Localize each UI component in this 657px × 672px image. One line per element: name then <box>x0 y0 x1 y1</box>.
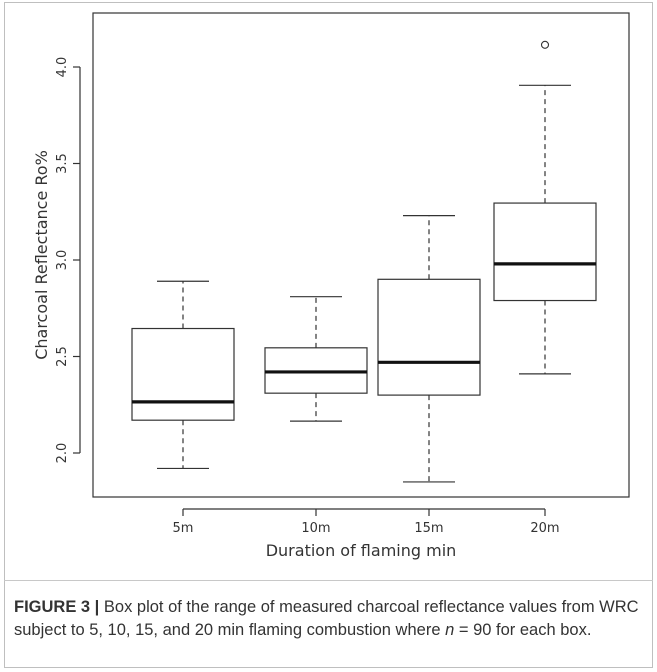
box-20m <box>493 40 597 375</box>
y-tick-label: 4.0 <box>55 57 70 78</box>
y-tick-label: 3.5 <box>55 153 70 174</box>
y-axis-label: Charcoal Reflectance Ro% <box>32 150 51 360</box>
y-tick-label: 3.0 <box>55 250 70 271</box>
iqr-box <box>493 202 597 302</box>
iqr-box <box>377 278 481 396</box>
x-axis: 5m 10m 15m 20m <box>173 508 560 536</box>
x-tick-label: 5m <box>173 521 194 536</box>
boxes-group <box>131 40 597 483</box>
caption-n-symbol: n <box>445 621 455 639</box>
caption-text-1: Box plot of the range of measured charco… <box>14 598 639 639</box>
caption-divider <box>4 580 653 581</box>
x-tick-label: 20m <box>530 521 559 536</box>
figure-label: FIGURE 3 | <box>14 598 100 616</box>
x-axis-label: Duration of flaming min <box>266 541 457 560</box>
box-10m <box>264 296 368 422</box>
figure-caption: FIGURE 3 | Box plot of the range of meas… <box>14 596 644 642</box>
y-axis: 2.0 2.5 3.0 3.5 4.0 <box>55 57 81 464</box>
box-plot-chart: 2.0 2.5 3.0 3.5 4.0 5m 10m 15m 20m Charcoal Ref… <box>32 12 630 560</box>
plot-area-border <box>92 12 630 498</box>
outlier-point <box>540 40 550 49</box>
y-tick-label: 2.5 <box>55 346 70 367</box>
x-tick-label: 10m <box>301 521 330 536</box>
caption-text-2: = 90 for each box. <box>454 621 592 639</box>
x-tick-label: 15m <box>414 521 443 536</box>
box-5m <box>131 280 235 470</box>
box-15m <box>377 215 481 483</box>
y-tick-label: 2.0 <box>55 443 70 464</box>
iqr-box <box>131 327 235 421</box>
